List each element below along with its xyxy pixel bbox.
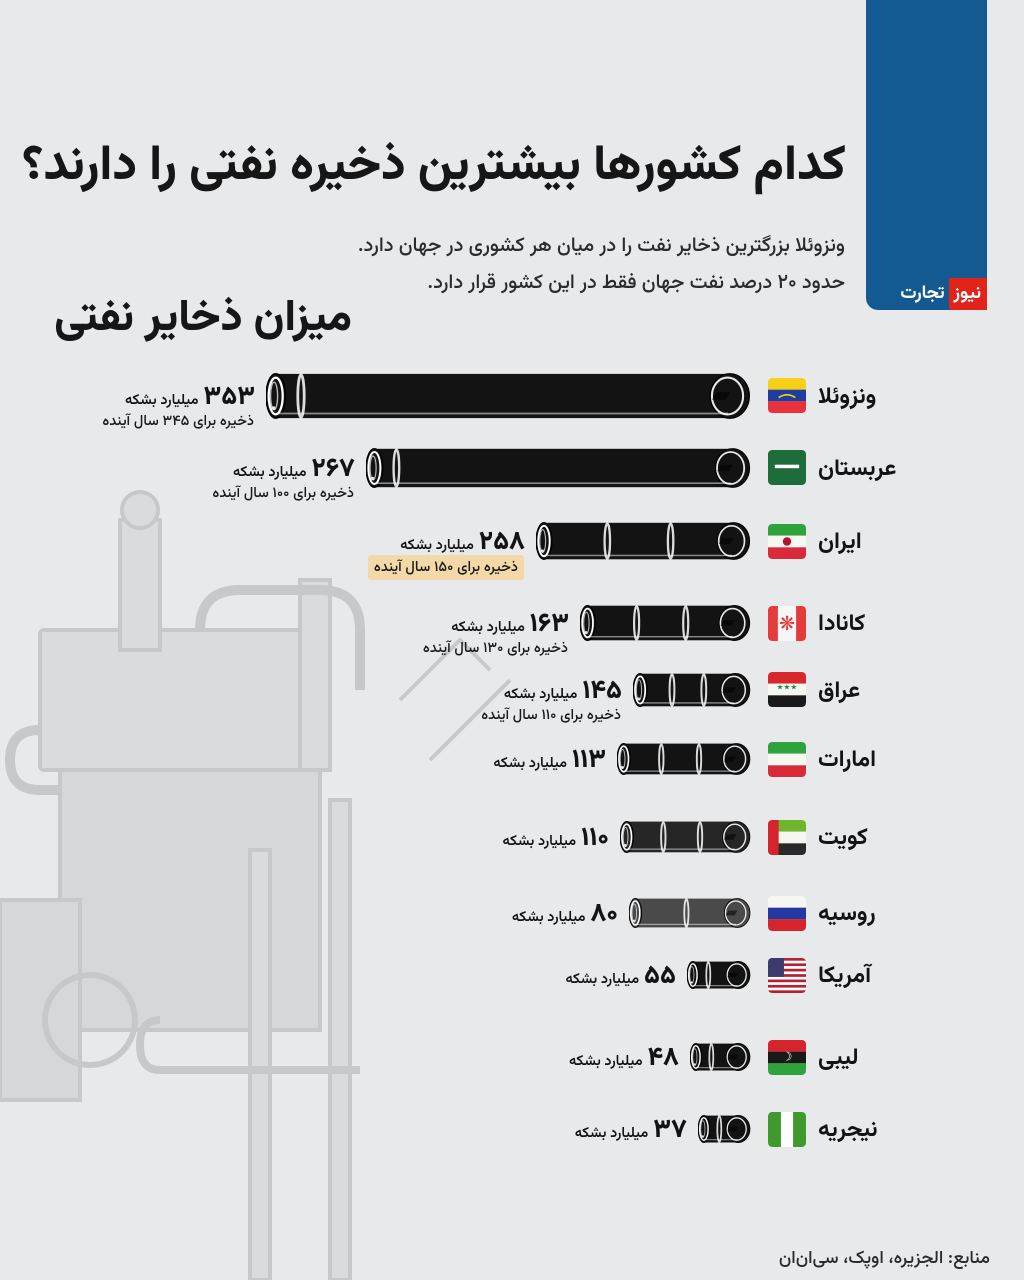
- svg-text:☽: ☽: [782, 1049, 793, 1067]
- svg-text:❋: ❋: [779, 611, 795, 641]
- svg-text:★★★: ★★★: [777, 683, 798, 695]
